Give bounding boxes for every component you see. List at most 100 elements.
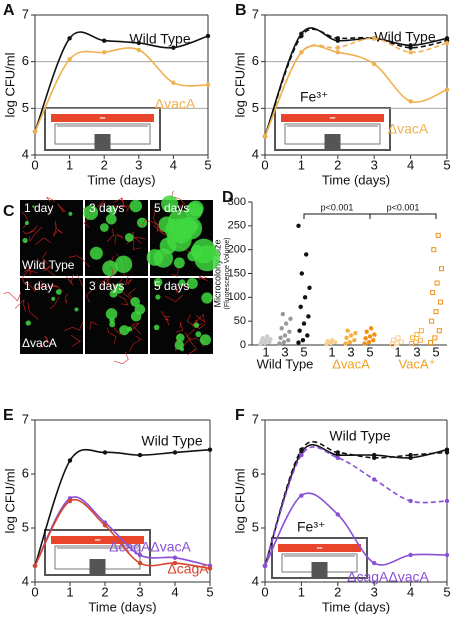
inset-medium — [51, 114, 154, 122]
cell-border — [107, 327, 117, 344]
cell-border — [112, 204, 129, 211]
data-point — [433, 309, 439, 315]
y-tick-label: 5 — [252, 519, 259, 534]
time-label: 5 days — [154, 201, 189, 215]
x-tick-label: 2 — [334, 584, 341, 599]
data-point — [171, 45, 176, 50]
x-tick-label: 5 — [432, 344, 439, 359]
panel-label: F — [235, 407, 245, 424]
bacteria-colony — [55, 289, 62, 295]
cell-border — [64, 321, 84, 331]
cell-border — [187, 340, 197, 356]
strain-label: ΔvacA — [22, 336, 57, 350]
data-point — [366, 339, 372, 345]
cell-border — [45, 196, 56, 203]
data-point — [288, 316, 293, 321]
x-tick-label: 0 — [31, 584, 38, 599]
annotation: Fe³⁺ — [300, 89, 328, 105]
data-point — [408, 552, 413, 558]
cell-border — [182, 332, 191, 347]
y-tick-label: 7 — [252, 6, 259, 21]
data-point — [306, 314, 311, 319]
data-point — [408, 498, 413, 504]
data-point — [352, 338, 357, 343]
data-point — [137, 560, 143, 566]
data-point — [296, 340, 301, 345]
data-point — [260, 336, 265, 341]
data-point — [348, 333, 354, 338]
bacteria-colony — [89, 246, 103, 260]
cell-border — [124, 275, 133, 286]
bacteria-colony — [173, 257, 185, 269]
x-tick-label: 5 — [443, 584, 450, 599]
data-point — [372, 332, 377, 337]
bacteria-colony — [105, 308, 118, 320]
cell-border — [27, 224, 38, 235]
data-point — [136, 47, 141, 53]
data-point — [102, 523, 108, 528]
cell-border — [131, 232, 142, 244]
cell-border — [117, 294, 129, 306]
strain-label: Wild Type — [22, 258, 75, 272]
data-point — [278, 335, 283, 341]
series-line — [34, 498, 211, 570]
time-label: 3 days — [89, 279, 124, 293]
time-label: 1 day — [24, 279, 53, 293]
data-point — [444, 40, 450, 46]
inset-medium — [281, 114, 384, 122]
cell-border — [172, 196, 186, 207]
cell-border — [130, 322, 141, 335]
series-line — [34, 496, 211, 567]
x-tick-label: 1 — [298, 584, 305, 599]
cell-border — [126, 236, 146, 245]
cell-border — [27, 302, 39, 320]
bacteria-colony — [153, 248, 174, 268]
data-point — [435, 232, 441, 238]
significance-bracket — [303, 213, 371, 219]
data-point — [368, 326, 374, 331]
data-point — [205, 33, 211, 39]
inset-plus-bg — [94, 134, 111, 150]
series-label: Wild Type — [374, 29, 435, 45]
x-tick-label: 0 — [261, 157, 268, 172]
cell-border — [195, 313, 205, 323]
data-point — [67, 57, 72, 62]
data-point — [32, 563, 38, 568]
cell-border — [43, 265, 51, 272]
x-tick-label: 1 — [298, 157, 305, 172]
series-label: ΔcagAΔvacA — [109, 539, 191, 555]
y-tick-label: 6 — [252, 465, 259, 480]
bacteria-colony — [130, 297, 141, 307]
x-tick-label: 1 — [394, 344, 401, 359]
data-point — [67, 498, 73, 504]
x-tick-label: 4 — [171, 584, 178, 599]
data-point — [417, 337, 423, 343]
cell-border — [165, 294, 184, 303]
y-tick-label: 7 — [22, 6, 29, 21]
data-point — [299, 452, 304, 458]
panel-label: B — [235, 2, 247, 19]
y-tick-label: 100 — [228, 291, 246, 303]
bacteria-colony — [107, 205, 116, 215]
data-point — [345, 328, 350, 333]
data-point — [353, 330, 358, 336]
data-point — [301, 321, 307, 326]
cell-border — [85, 287, 93, 303]
group-label: ΔvacA — [332, 356, 370, 371]
data-point — [372, 560, 377, 566]
bacteria-colony — [136, 217, 148, 228]
data-point — [296, 223, 301, 229]
data-point — [362, 341, 367, 346]
data-point — [363, 336, 368, 341]
data-point — [437, 299, 443, 305]
data-point — [372, 455, 377, 460]
bacteria-colony — [109, 289, 118, 298]
data-point — [444, 552, 450, 558]
cell-border — [21, 211, 29, 229]
x-tick-label: 3 — [371, 584, 378, 599]
cell-border — [89, 321, 98, 330]
x-tick-label: 1 — [328, 344, 335, 359]
x-tick-label: 2 — [101, 157, 108, 172]
bacteria-colony — [155, 294, 161, 300]
